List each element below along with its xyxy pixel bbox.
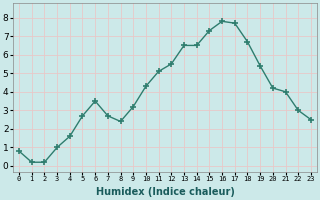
X-axis label: Humidex (Indice chaleur): Humidex (Indice chaleur) xyxy=(96,187,234,197)
